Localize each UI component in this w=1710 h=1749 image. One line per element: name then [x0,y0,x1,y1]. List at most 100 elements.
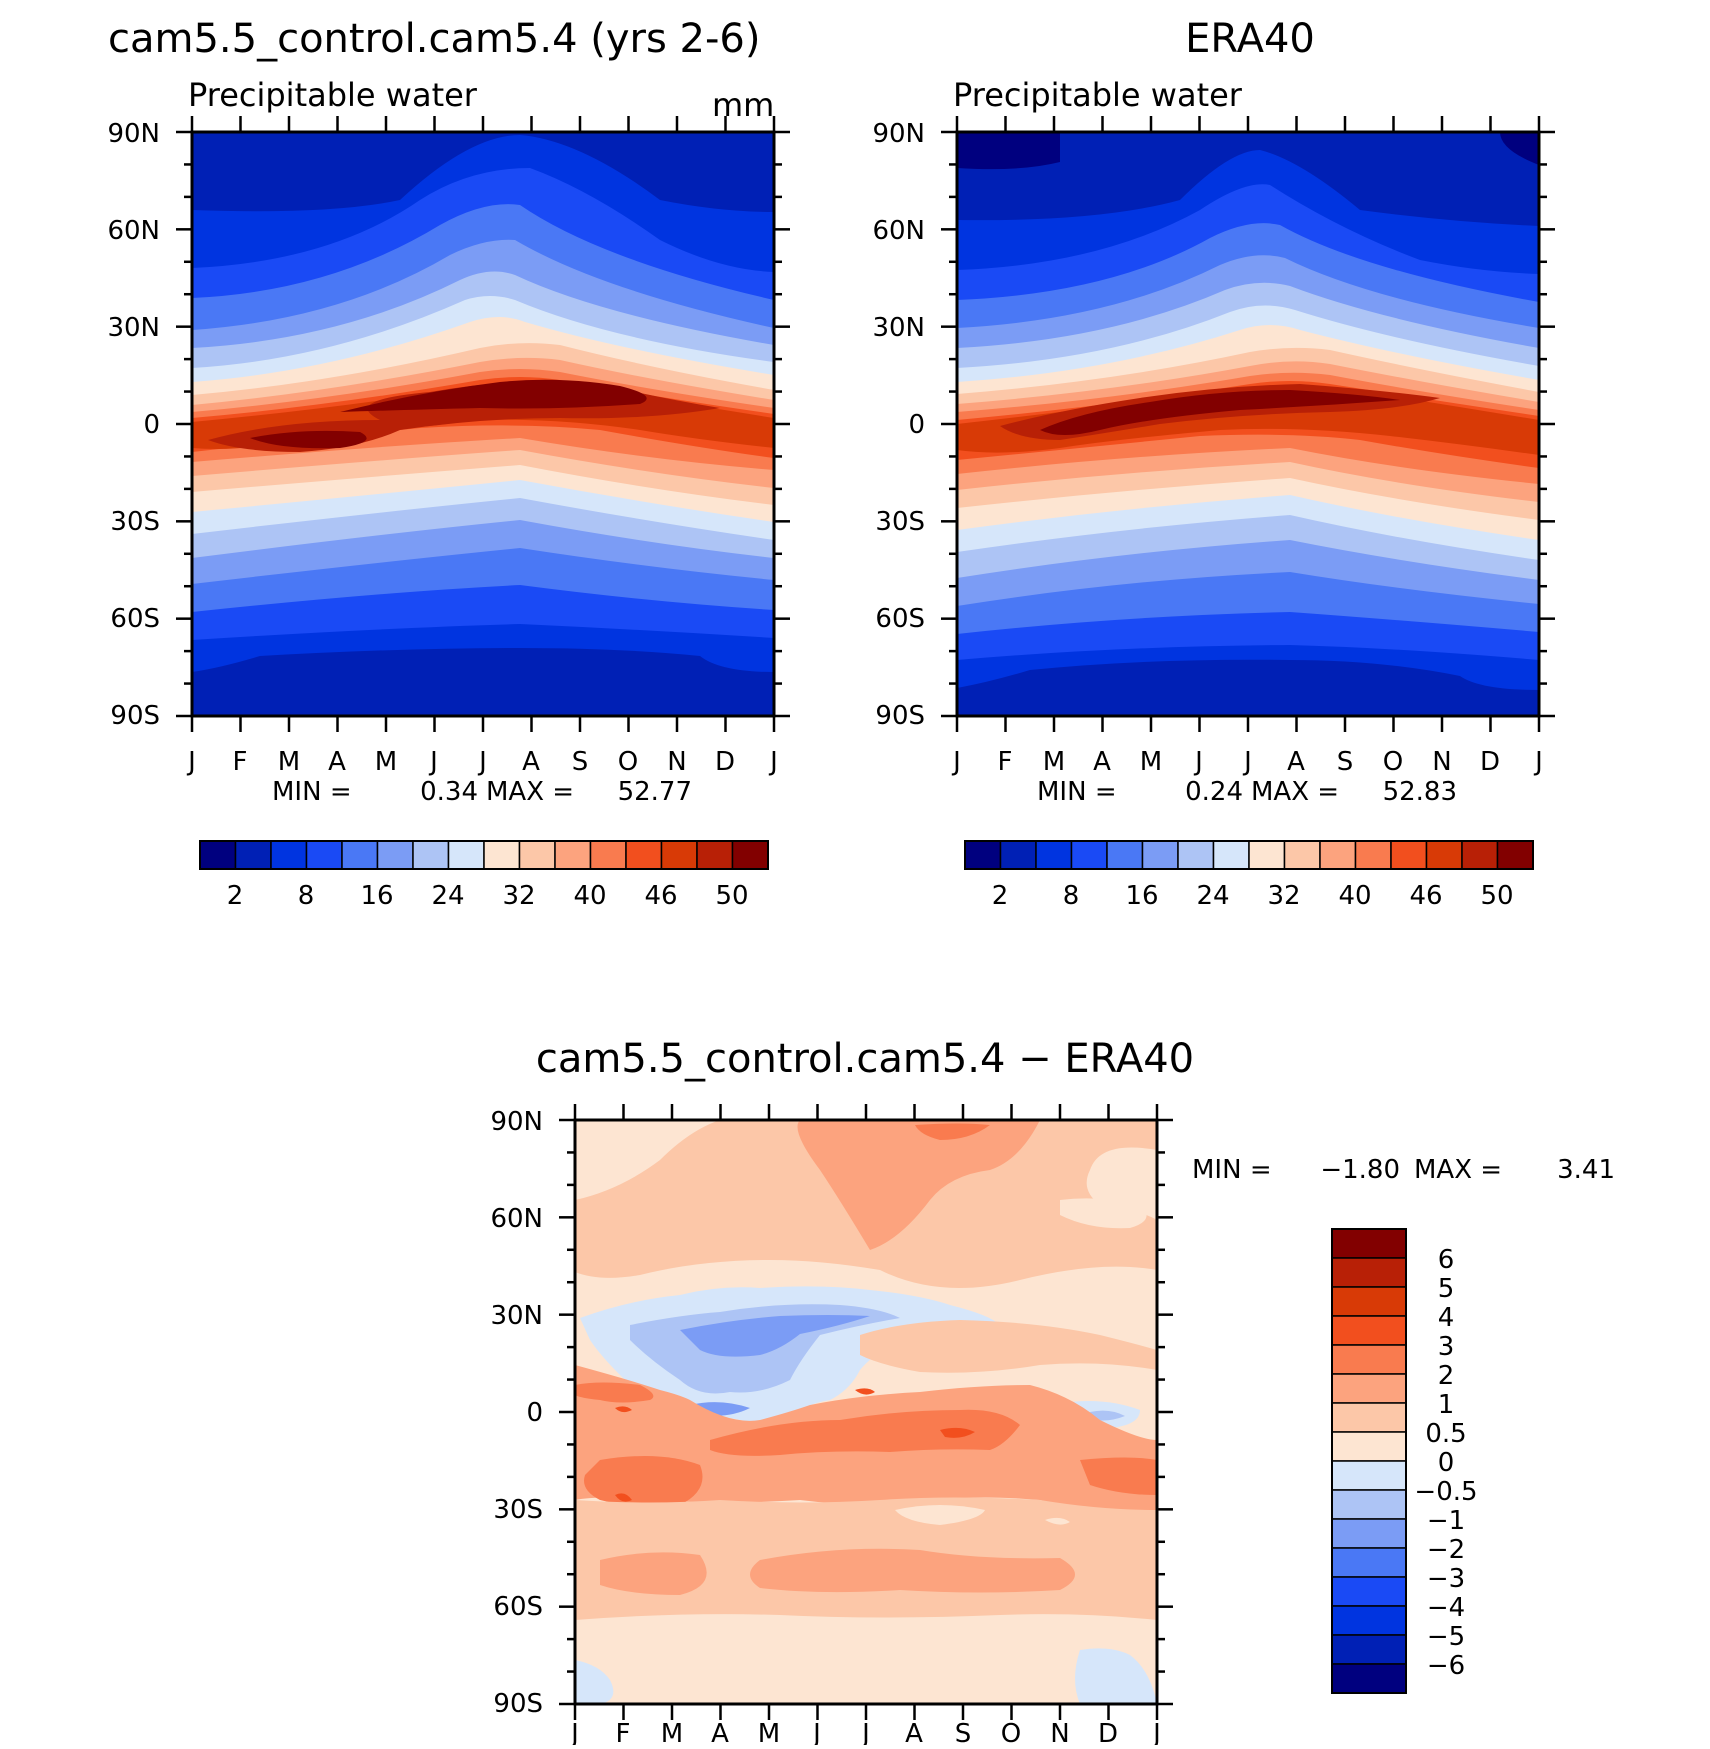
colorbar-tick: 24 [431,881,464,911]
colorbar-swatch [1212,840,1250,870]
panel-model-stats: MIN = 0.34 MAX = 52.77 [272,777,692,807]
month-label: A [1287,747,1305,777]
colorbar-swatch [1331,1373,1407,1404]
stats-min-value: 0.24 [1185,777,1243,807]
month-label: J [768,747,778,777]
stats-max-value: 3.41 [1557,1155,1615,1185]
month-label: M [278,747,300,777]
colorbar-tick: 2 [227,881,244,911]
panel-obs-colorbar-ticks: 2 8 16 24 32 40 46 50 [992,881,1514,911]
colorbar-swatch [1331,1605,1407,1636]
colorbar-tick: 32 [502,881,535,911]
colorbar-tick: 2 [1438,1361,1455,1391]
lat-label: 30S [493,1495,543,1525]
panel-diff-lat-labels: 90N 60N 30N 0 30S 60S 90S [490,1107,543,1719]
colorbar-swatch [1331,1431,1407,1462]
lat-label: 0 [143,410,160,440]
panel-diff-field [575,1120,1157,1704]
lat-label: 60S [110,604,160,634]
colorbar-frame [199,840,769,870]
month-label: D [1098,1719,1118,1745]
panel-model-lat-labels: 90N 60N 30N 0 30S 60S 90S [107,119,160,731]
colorbar-swatch [305,840,343,870]
month-label: N [1050,1719,1069,1745]
colorbar-tick: 16 [1125,881,1158,911]
axis-tick-marks [176,116,1555,1720]
colorbar-tick: 5 [1438,1274,1455,1304]
colorbar-swatch [483,840,521,870]
panel-obs-field [957,132,1539,716]
colorbar-swatch [625,840,663,870]
colorbar-swatch [1331,1518,1407,1549]
month-label: A [522,747,540,777]
stats-min-label: MIN = [1192,1155,1272,1185]
month-label: D [715,747,735,777]
month-label: J [428,747,438,777]
lat-label: 90N [490,1107,543,1137]
lat-label: 60N [107,216,160,246]
colorbar-swatch [199,840,237,870]
panel-obs: ERA40 Precipitable water 90N 60N 30N 0 [872,16,1542,911]
month-label: M [1140,747,1162,777]
month-label: J [811,1719,821,1745]
month-label: N [1432,747,1451,777]
month-label: J [569,1719,579,1745]
month-label: D [1480,747,1500,777]
panel-model-field [192,132,774,716]
panel-obs-lat-labels: 90N 60N 30N 0 30S 60S 90S [872,119,925,731]
colorbar-swatch [518,840,556,870]
colorbar-tick: −4 [1427,1593,1465,1623]
panel-obs-subtitle: Precipitable water [953,76,1243,114]
month-label: M [375,747,397,777]
month-label: M [661,1719,683,1745]
colorbar-tick: 40 [1338,881,1371,911]
colorbar-tick: 16 [360,881,393,911]
panel-diff: cam5.5_control.cam5.4 − ERA40 [490,1036,1615,1749]
colorbar-swatch [1354,840,1392,870]
panel-diff-colorbar-ticks: 6 5 4 3 2 1 0.5 0 −0.5 −1 −2 −3 −4 −5 −6 [1414,1245,1477,1681]
colorbar-tick: 40 [573,881,606,911]
stats-max-label: MAX = [1251,777,1339,807]
month-label: O [1001,1719,1021,1745]
colorbar-tick: −0.5 [1414,1477,1477,1507]
colorbar-tick: 6 [1438,1245,1455,1275]
panel-obs-title: ERA40 [1185,16,1315,62]
lat-label: 0 [908,410,925,440]
colorbar-swatch [1331,1634,1407,1665]
colorbar-swatch [1331,1344,1407,1375]
colorbar-tick: 0.5 [1425,1419,1466,1449]
stats-min-value: 0.34 [420,777,478,807]
month-label: A [328,747,346,777]
colorbar-swatch [660,840,698,870]
colorbar-swatch [1331,1576,1407,1607]
colorbar-swatch [589,840,627,870]
colorbar-tick: 46 [644,881,677,911]
panel-obs-colorbar [964,840,1534,870]
colorbar-swatch [1390,840,1428,870]
colorbar-tick: −3 [1427,1564,1465,1594]
colorbar-swatch [1141,840,1179,870]
colorbar-swatch [1331,1402,1407,1433]
month-label: J [477,747,487,777]
month-label: F [233,747,248,777]
month-label: S [955,1719,972,1745]
panel-diff-month-labels: J F M A M J J A S O N D J [569,1719,1161,1749]
colorbar-swatch [1070,840,1108,870]
colorbar-tick: 50 [1480,881,1513,911]
colorbar-tick: 32 [1267,881,1300,911]
month-label: F [616,1719,631,1745]
panel-model-colorbar-ticks: 2 8 16 24 32 40 46 50 [227,881,749,911]
colorbar-swatch [341,840,379,870]
lat-label: 30S [875,507,925,537]
stats-max-value: 52.83 [1383,777,1457,807]
month-label: O [618,747,638,777]
colorbar-frame [1331,1228,1407,1694]
colorbar-swatch [1331,1489,1407,1520]
month-label: J [860,1719,870,1745]
colorbar-tick: 8 [298,881,315,911]
panel-model-colorbar [199,840,769,870]
colorbar-swatch [1461,840,1499,870]
colorbar-swatch [270,840,308,870]
month-label: A [711,1719,729,1745]
month-label: J [1193,747,1203,777]
